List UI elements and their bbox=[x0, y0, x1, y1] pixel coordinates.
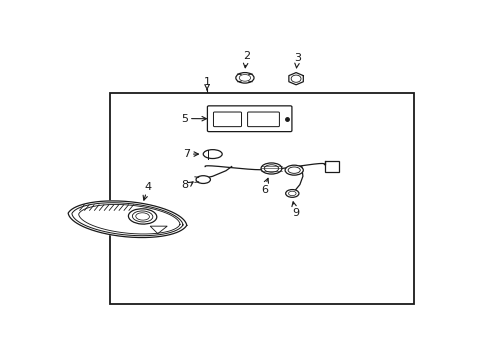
Text: 5: 5 bbox=[181, 114, 188, 123]
Text: 7: 7 bbox=[183, 149, 189, 159]
Ellipse shape bbox=[235, 73, 253, 83]
Polygon shape bbox=[288, 73, 303, 85]
Text: 1: 1 bbox=[203, 77, 210, 87]
Ellipse shape bbox=[261, 163, 281, 174]
Polygon shape bbox=[68, 201, 186, 238]
Text: 3: 3 bbox=[294, 53, 301, 63]
Text: 2: 2 bbox=[243, 51, 250, 61]
Ellipse shape bbox=[285, 165, 303, 175]
Ellipse shape bbox=[285, 190, 298, 197]
Bar bbox=[110, 93, 413, 304]
Ellipse shape bbox=[196, 176, 210, 184]
Text: 9: 9 bbox=[292, 208, 299, 218]
Text: 6: 6 bbox=[261, 185, 268, 194]
Bar bbox=[324, 161, 338, 172]
Text: 8: 8 bbox=[181, 180, 188, 190]
Text: 4: 4 bbox=[144, 181, 152, 192]
Ellipse shape bbox=[203, 150, 222, 158]
FancyBboxPatch shape bbox=[207, 106, 291, 132]
